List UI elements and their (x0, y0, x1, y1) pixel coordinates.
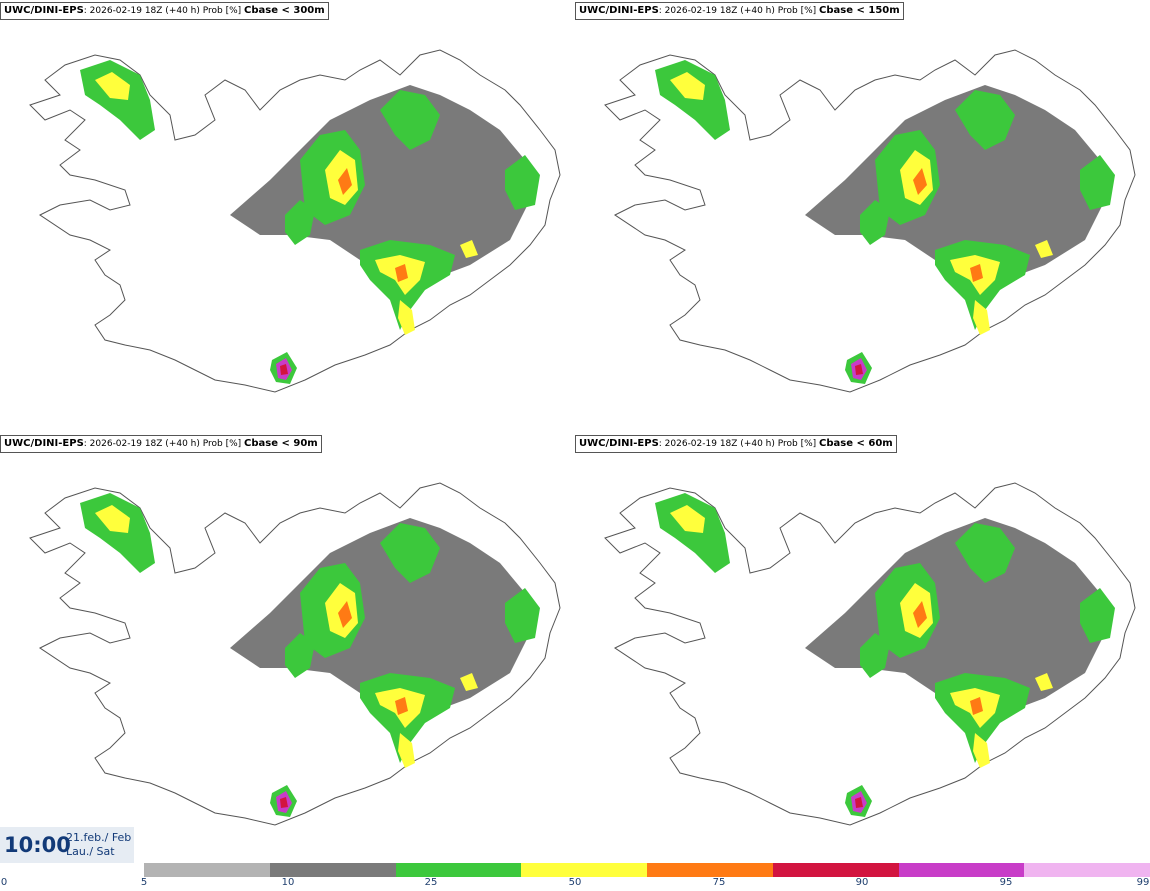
iceland-map (29, 49, 561, 393)
probability-area (955, 523, 1015, 583)
coastline (604, 49, 1136, 393)
map-panel-150m: UWC/DINI-EPS: 2026-02-19 18Z (+40 h) Pro… (575, 0, 1150, 430)
probability-area (505, 155, 540, 210)
probability-area (855, 364, 863, 375)
probability-area (95, 505, 130, 533)
probability-area (80, 60, 155, 140)
colorbar-tick-label: 0 (0, 877, 8, 888)
probability-area (338, 168, 352, 195)
colorbar-tick-label: 5 (140, 877, 148, 888)
colorbar-tick-label: 75 (712, 877, 726, 888)
probability-area (380, 523, 440, 583)
coastline (29, 482, 561, 826)
colorbar-segment (521, 863, 647, 877)
colorbar-segment (647, 863, 773, 877)
probability-area (860, 633, 890, 678)
colorbar-tick-label: 99 (1136, 877, 1150, 888)
colorbar-tick-label: 95 (999, 877, 1013, 888)
probability-area (460, 673, 478, 691)
probability-area (913, 168, 927, 195)
panel-title: UWC/DINI-EPS: 2026-02-19 18Z (+40 h) Pro… (575, 435, 897, 453)
colorbar-segment (898, 863, 1025, 877)
probability-area (398, 300, 415, 335)
colorbar-tick-label: 10 (281, 877, 295, 888)
probability-area (395, 697, 408, 715)
colorbar-segment (772, 863, 899, 877)
probability-area (970, 264, 983, 282)
probability-area (280, 364, 288, 375)
probability-area (80, 493, 155, 573)
probability-area (913, 601, 927, 628)
probability-area (970, 697, 983, 715)
probability-area (230, 518, 530, 733)
panel-title: UWC/DINI-EPS: 2026-02-19 18Z (+40 h) Pro… (575, 2, 904, 20)
probability-area (280, 797, 288, 808)
probability-area (285, 633, 315, 678)
probability-area (1080, 155, 1115, 210)
probability-area (95, 72, 130, 100)
iceland-map (604, 49, 1136, 393)
probability-area (855, 797, 863, 808)
probability-area (860, 200, 890, 245)
probability-area (380, 90, 440, 150)
probability-area (1080, 588, 1115, 643)
panel-title: UWC/DINI-EPS: 2026-02-19 18Z (+40 h) Pro… (0, 435, 322, 453)
probability-area (230, 85, 530, 300)
map-panel-300m: UWC/DINI-EPS: 2026-02-19 18Z (+40 h) Pro… (0, 0, 575, 430)
coastline (29, 49, 561, 393)
panel-title: UWC/DINI-EPS: 2026-02-19 18Z (+40 h) Pro… (0, 2, 329, 20)
valid-date: 21.feb./ Feb Lau./ Sat (66, 831, 132, 858)
probability-area (655, 60, 730, 140)
probability-area (398, 733, 415, 768)
probability-area (338, 601, 352, 628)
colorbar-tick-label: 90 (855, 877, 869, 888)
iceland-map (604, 482, 1136, 826)
probability-area (805, 85, 1105, 300)
probability-area (285, 200, 315, 245)
colorbar-segment (1024, 863, 1150, 877)
iceland-map (29, 482, 561, 826)
map-panel-60m: UWC/DINI-EPS: 2026-02-19 18Z (+40 h) Pro… (575, 433, 1150, 863)
probability-area (1035, 240, 1053, 258)
colorbar-tick-label: 50 (568, 877, 582, 888)
probability-area (805, 518, 1105, 733)
colorbar-segment (269, 863, 396, 877)
probability-area (670, 72, 705, 100)
probability-area (395, 264, 408, 282)
probability-area (670, 505, 705, 533)
probability-area (655, 493, 730, 573)
colorbar-segment (144, 863, 270, 877)
coastline (604, 482, 1136, 826)
colorbar-segment (395, 863, 522, 877)
probability-area (973, 300, 990, 335)
probability-area (955, 90, 1015, 150)
probability-area (460, 240, 478, 258)
map-panel-90m: UWC/DINI-EPS: 2026-02-19 18Z (+40 h) Pro… (0, 433, 575, 863)
probability-area (1035, 673, 1053, 691)
colorbar-tick-label: 25 (424, 877, 438, 888)
probability-area (505, 588, 540, 643)
valid-time: 10:00 (4, 833, 71, 857)
valid-time-box: 10:00 21.feb./ Feb Lau./ Sat (0, 827, 134, 863)
probability-area (973, 733, 990, 768)
probability-colorbar (144, 863, 1150, 877)
